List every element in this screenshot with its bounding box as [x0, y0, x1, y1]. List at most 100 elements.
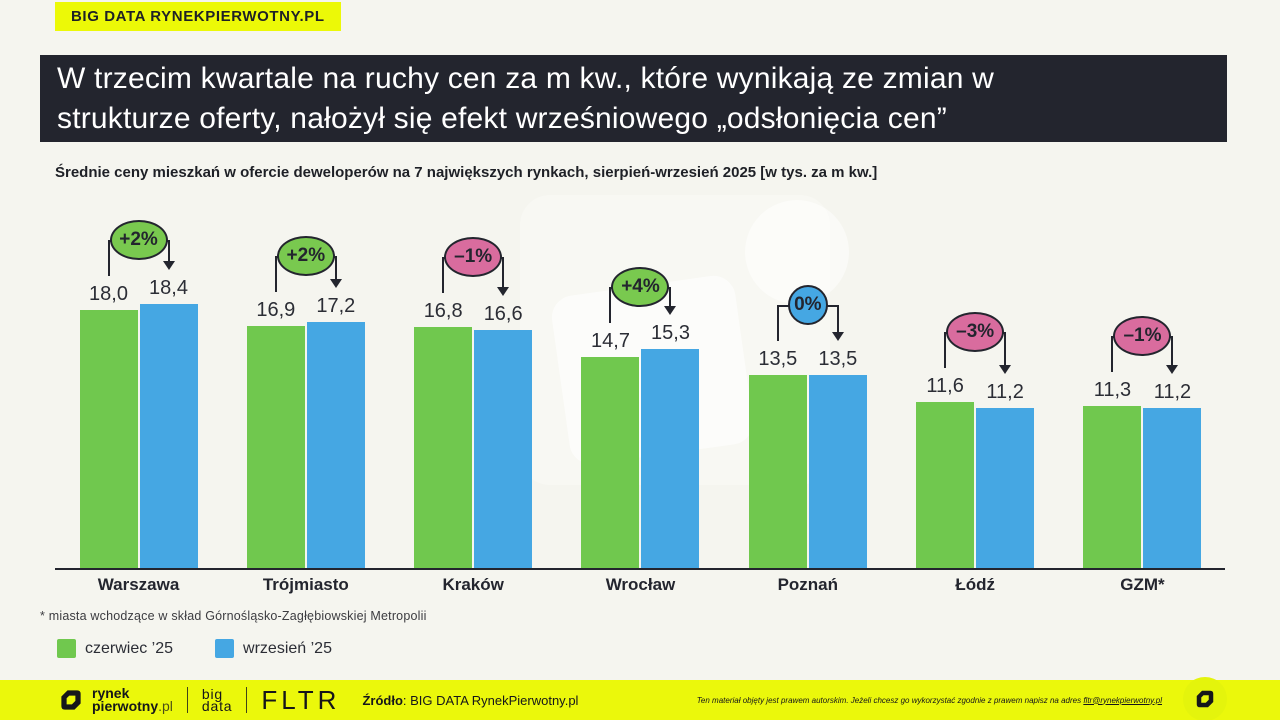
badge-connector-left: [274, 255, 277, 292]
value-label: 17,2: [316, 294, 356, 317]
change-badge-Wrocław: +4%: [611, 267, 670, 308]
legend-swatch: [215, 639, 235, 658]
arrow-down-icon: [162, 261, 175, 271]
x-axis-labels: Warszawa Trójmiasto Kraków Wrocław Poznań Łód…: [55, 575, 1225, 601]
x-axis-label-Kraków: Kraków: [442, 575, 504, 594]
value-label: 16,6: [483, 303, 523, 326]
value-label: 16,9: [256, 298, 296, 321]
badge-connector-right: [167, 240, 170, 262]
bigdata-word-1: big: [201, 686, 224, 702]
bar-Łódź-czerwiec ’25: [916, 401, 975, 568]
badge-connector-left: [107, 240, 110, 277]
bar-Kraków-czerwiec ’25: [414, 327, 473, 568]
value-label: 15,3: [651, 321, 690, 344]
brand-badge: BIG DATA RYNEKPIERWOTNY.PL: [55, 2, 341, 31]
brand-wordmark: rynek pierwotny.pl: [92, 685, 173, 714]
x-axis-label-Wrocław: Wrocław: [605, 575, 676, 594]
value-label: 16,8: [423, 300, 463, 323]
bar-Poznań-czerwiec ’25: [748, 374, 807, 568]
source-note: Źródło: BIG DATA RynekPierwotny.pl: [362, 693, 578, 708]
footer-divider-2: [246, 687, 248, 713]
arrow-down-icon: [664, 305, 677, 315]
footnote: * miasta wchodzące w skład Górnośląsko-Z…: [40, 609, 427, 623]
change-badge-Warszawa: +2%: [109, 220, 168, 261]
bar-Łódź-wrzesień ’25: [976, 407, 1035, 568]
bar-GZM*-czerwiec ’25: [1083, 406, 1142, 568]
brand-word-2: pierwotny.pl: [92, 698, 173, 714]
footer-bar: rynek pierwotny.pl big data FLTR Źródło:…: [0, 677, 1280, 720]
rynekpierwotny-logo: rynek pierwotny.pl: [57, 686, 173, 714]
value-label: 13,5: [758, 347, 798, 370]
rynekpierwotny-circle-icon: [1196, 690, 1214, 708]
badge-connector-left: [776, 304, 779, 341]
bar-Poznań-wrzesień ’25: [808, 374, 867, 568]
change-badge-Trójmiasto: +2%: [276, 235, 335, 276]
x-axis-label-Poznań: Poznań: [777, 575, 839, 594]
bar-chart: 18,0 18,4 +2% 16,9 17,2 +2% 16,8 16,6 –1% 14,7 15,…: [55, 195, 1225, 570]
value-label: 13,5: [818, 347, 858, 370]
bar-Kraków-wrzesień ’25: [474, 330, 533, 568]
arrow-down-icon: [831, 331, 844, 341]
chart-subtitle: Średnie ceny mieszkań w ofercie dewelope…: [55, 164, 878, 181]
badge-connector-right: [1171, 336, 1174, 365]
bar-GZM*-wrzesień ’25: [1143, 407, 1202, 568]
badge-connector-right: [669, 287, 672, 306]
arrow-down-icon: [1166, 364, 1179, 374]
arrow-down-icon: [497, 287, 510, 297]
change-badge-GZM*: –1%: [1113, 316, 1172, 357]
value-label: 11,3: [1093, 379, 1132, 402]
footer-logo-circle: [1183, 677, 1227, 720]
x-axis-label-Łódź: Łódź: [955, 575, 995, 594]
legend-label: czerwiec ’25: [85, 639, 174, 657]
bar-Warszawa-czerwiec ’25: [79, 310, 138, 568]
value-label: 11,6: [926, 374, 964, 397]
bigdata-wordmark: big data: [201, 686, 233, 714]
brand-word-1: rynek: [92, 685, 130, 701]
bar-Trójmiasto-wrzesień ’25: [306, 321, 365, 568]
value-label: 14,7: [591, 330, 630, 353]
bar-Trójmiasto-czerwiec ’25: [246, 325, 305, 568]
copyright-note: Ten materiał objęty jest prawem autorski…: [697, 680, 1162, 720]
x-axis-label-Trójmiasto: Trójmiasto: [262, 575, 349, 594]
title-bar: W trzecim kwartale na ruchy cen za m kw.…: [40, 55, 1227, 142]
legend-item: wrzesień ’25: [215, 639, 332, 658]
badge-connector-right: [502, 257, 505, 288]
change-badge-Łódź: –3%: [946, 311, 1005, 352]
x-axis-label-GZM*: GZM*: [1120, 575, 1165, 594]
watermark-circle: [745, 200, 849, 304]
value-label: 11,2: [1153, 380, 1192, 403]
badge-connector-left: [1111, 336, 1114, 373]
badge-connector-left: [944, 331, 947, 368]
page-title-line-2: strukturze oferty, nałożył się efekt wrz…: [57, 102, 947, 135]
legend: czerwiec ’25 wrzesień ’25: [57, 639, 332, 658]
badge-connector-left: [609, 287, 612, 324]
arrow-down-icon: [329, 278, 342, 288]
value-label: 18,4: [149, 277, 188, 300]
copyright-text: Ten materiał objęty jest prawem autorski…: [696, 695, 1084, 705]
rynekpierwotny-logo-icon: [61, 690, 81, 710]
source-value: : BIG DATA RynekPierwotny.pl: [402, 692, 579, 708]
brand-tld: .pl: [158, 698, 173, 714]
arrow-down-icon: [999, 364, 1012, 374]
page-title-line-1: W trzecim kwartale na ruchy cen za m kw.…: [57, 62, 995, 95]
x-axis-label-Warszawa: Warszawa: [97, 575, 180, 594]
source-label: Źródło: [362, 692, 403, 708]
badge-connector-right: [1004, 331, 1007, 365]
value-label: 11,2: [986, 380, 1024, 403]
bar-Wrocław-czerwiec ’25: [581, 357, 640, 568]
badge-connector-right: [334, 255, 337, 279]
bar-Wrocław-wrzesień ’25: [641, 348, 700, 568]
bigdata-word-2: data: [201, 698, 233, 714]
copyright-email-link[interactable]: fltr@rynekpierwotny.pl: [1083, 695, 1162, 705]
legend-label: wrzesień ’25: [243, 639, 332, 657]
footer-left: rynek pierwotny.pl big data FLTR Źródło:…: [57, 680, 578, 720]
value-label: 18,0: [89, 283, 128, 306]
fltr-wordmark: FLTR: [261, 684, 341, 715]
badge-connector-right: [836, 304, 839, 332]
badge-connector-left: [442, 257, 445, 294]
legend-item: czerwiec ’25: [57, 639, 173, 658]
bar-Warszawa-wrzesień ’25: [139, 304, 198, 568]
legend-swatch: [57, 639, 76, 658]
change-badge-Kraków: –1%: [444, 237, 503, 278]
